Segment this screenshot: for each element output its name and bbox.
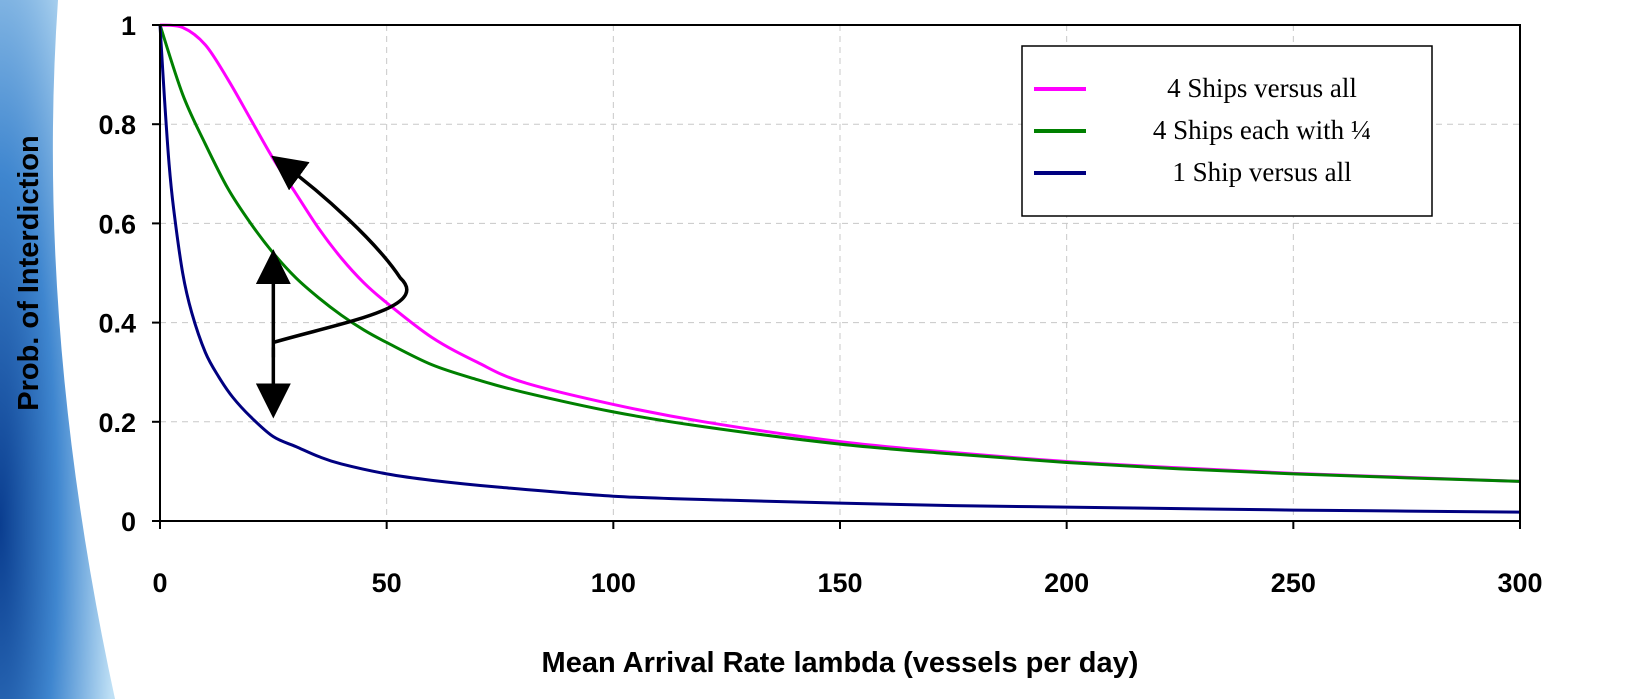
y-axis-title: Prob. of Interdiction	[13, 135, 45, 411]
tick-labels: 0 50 100 150 200 250 300 0 0.2 0.4 0.6 0.8 1	[98, 11, 1542, 598]
x-tick-label-2: 100	[591, 568, 636, 598]
x-tick-label-1: 50	[372, 568, 402, 598]
series-line-1	[158, 24, 1521, 483]
y-tick-label-1: 0.2	[98, 408, 136, 438]
annotation-curved-arrow	[271, 155, 409, 345]
series-lines	[158, 23, 1521, 514]
legend-box	[1021, 45, 1433, 217]
background-swoosh	[0, 0, 115, 699]
x-tick-label-6: 300	[1497, 568, 1542, 598]
x-axis-title: Mean Arrival Rate lambda (vessels per da…	[542, 647, 1139, 679]
legend-label-0: 4 Ships versus all	[1167, 73, 1357, 103]
y-tick-label-4: 0.8	[98, 110, 136, 140]
y-tick-label-5: 1	[121, 11, 136, 41]
legend-label-1: 4 Ships each with ¼	[1153, 115, 1371, 145]
x-tick-label-3: 150	[817, 568, 862, 598]
y-tick-label-3: 0.6	[98, 209, 136, 239]
y-tick-label-0: 0	[121, 507, 136, 537]
axis-ticks	[152, 24, 1521, 529]
x-tick-label-5: 250	[1271, 568, 1316, 598]
x-tick-label-4: 200	[1044, 568, 1089, 598]
series-line-2	[158, 24, 1521, 514]
x-tick-label-0: 0	[152, 568, 167, 598]
annotation-arrows	[255, 155, 409, 419]
legend: 4 Ships versus all 4 Ships each with ¼ 1 S…	[1021, 45, 1433, 217]
legend-label-2: 1 Ship versus all	[1172, 157, 1351, 187]
y-tick-label-2: 0.4	[98, 309, 136, 339]
